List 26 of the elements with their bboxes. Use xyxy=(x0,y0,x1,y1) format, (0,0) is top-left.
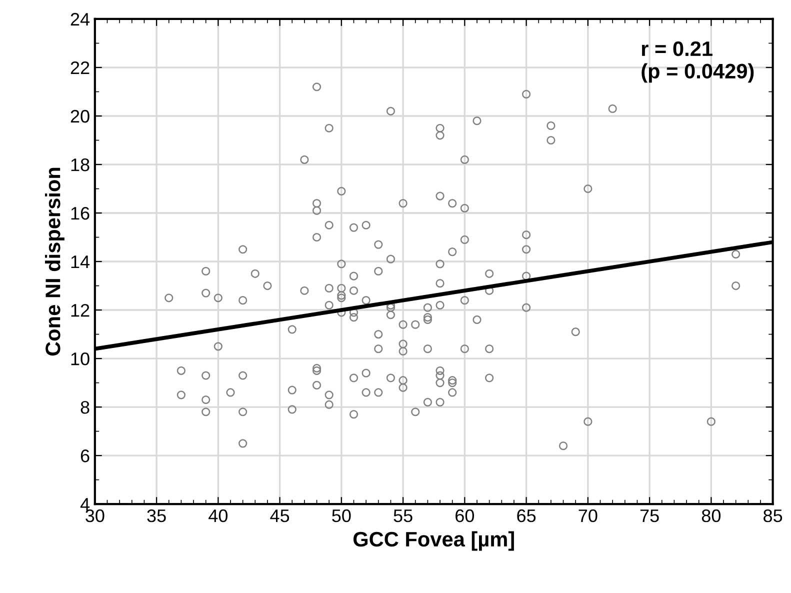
y-tick-label: 18 xyxy=(71,158,90,172)
y-tick-label: 22 xyxy=(70,61,90,74)
x-tick-label: 75 xyxy=(640,510,659,522)
y-tick-label: 4 xyxy=(80,498,90,511)
y-tick-label: 8 xyxy=(80,400,90,414)
x-tick-label: 55 xyxy=(394,510,412,522)
y-tick-label: 12 xyxy=(71,304,90,317)
y-tick-label: 14 xyxy=(71,256,90,268)
x-axis-title: GCC Fovea [µm] xyxy=(353,531,514,551)
x-tick-label: 40 xyxy=(208,509,228,522)
x-tick-label: 60 xyxy=(456,509,474,522)
x-tick-label: 30 xyxy=(86,509,104,522)
x-tick-label: 50 xyxy=(332,509,351,522)
x-tick-label: 70 xyxy=(578,509,598,522)
y-axis-title: Cone NI dispersion xyxy=(45,168,64,356)
y-tick-label: 20 xyxy=(70,110,90,123)
x-tick-label: 35 xyxy=(147,509,166,522)
y-tick-label: 16 xyxy=(71,206,90,220)
y-tick-label: 24 xyxy=(70,12,90,26)
x-tick-label: 65 xyxy=(517,509,536,522)
x-tick-label: 85 xyxy=(764,509,782,522)
y-tick-label: 10 xyxy=(71,352,90,366)
x-tick-label: 80 xyxy=(702,509,721,522)
x-tick-label: 45 xyxy=(270,510,290,522)
annotation: r = 0.21 (p = 0.0429) xyxy=(642,41,754,83)
y-tick-label: 6 xyxy=(80,449,90,462)
